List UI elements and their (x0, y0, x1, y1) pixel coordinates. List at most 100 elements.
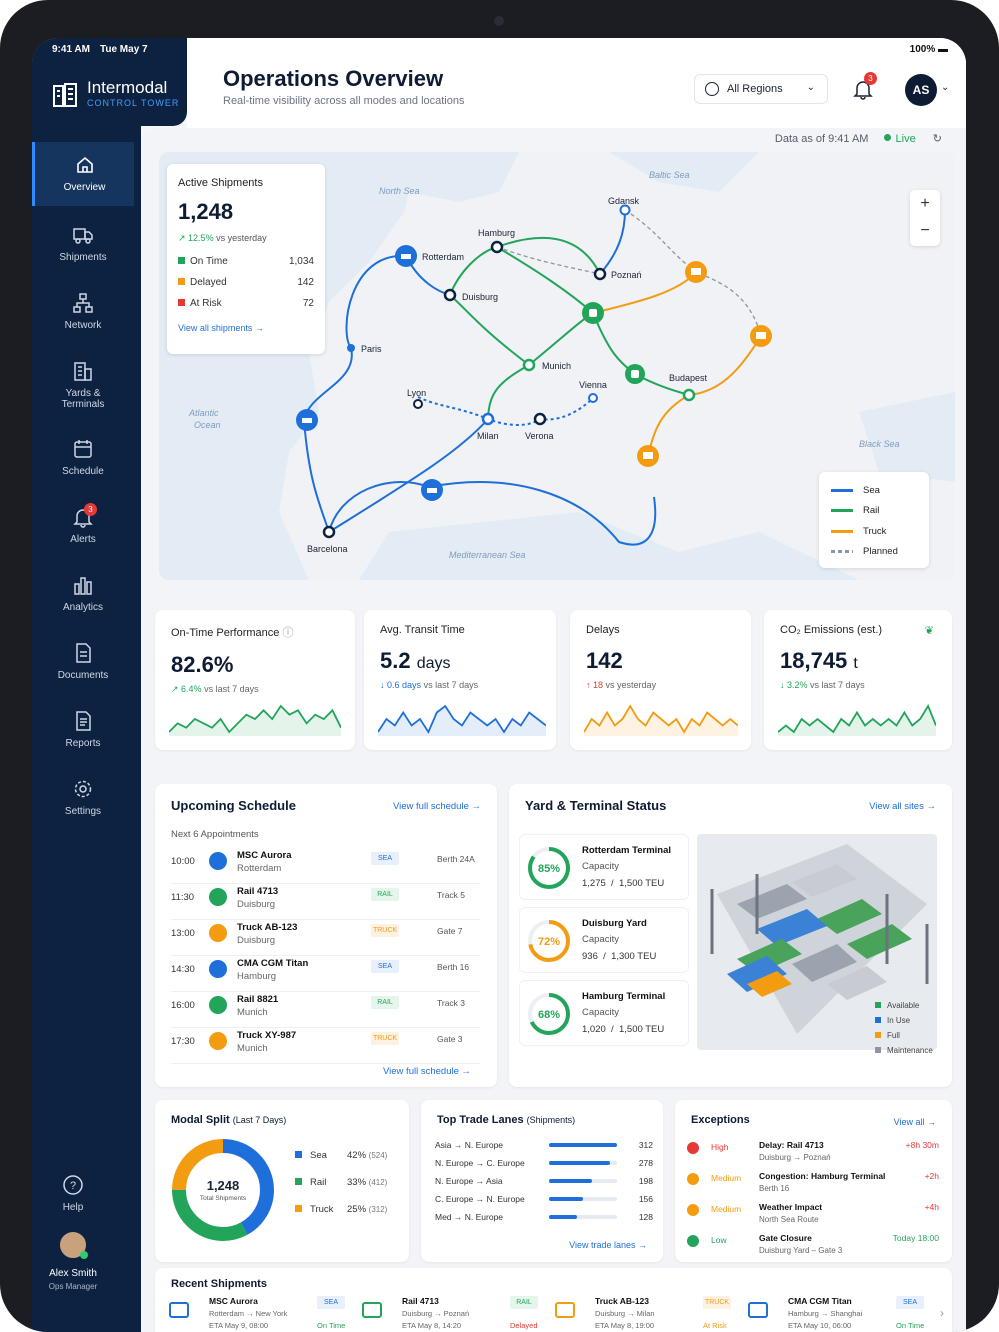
mode-tag: RAIL (510, 1296, 538, 1309)
lane-label: N. Europe → C. Europe (435, 1158, 525, 1168)
recent-shipment-card[interactable]: Rail 4713 Duisburg → Poznań ETA May 8, 14:… (362, 1296, 550, 1332)
lane-label: C. Europe → N. Europe (435, 1194, 525, 1204)
sea-mode-icon (169, 1302, 189, 1318)
schedule-slot: Track 5 (437, 890, 466, 900)
view-all-sites-link[interactable]: View all sites → (869, 801, 936, 812)
active-shipments-card: Active Shipments 1,248 ↗ 12.5% vs yester… (167, 164, 325, 354)
node-duisburg[interactable] (443, 288, 457, 302)
node-budapest[interactable] (682, 388, 696, 402)
chevron-down-icon[interactable]: ⌄ (941, 82, 950, 93)
trade-lane-row[interactable]: Asia → N. Europe 312 (435, 1140, 653, 1156)
node-hamburg[interactable] (490, 240, 504, 254)
node-verona[interactable] (533, 412, 547, 426)
exception-row[interactable]: Medium Weather Impact North Sea Route +4h (687, 1202, 939, 1232)
recent-shipment-card[interactable]: MSC Aurora Rotterdam → New York ETA May 9,… (169, 1296, 357, 1332)
view-full-schedule-footer-link[interactable]: View full schedule → (383, 1066, 472, 1077)
exception-row[interactable]: High Delay: Rail 4713 Duisburg → Poznań +8h… (687, 1140, 939, 1170)
view-all-exceptions-link[interactable]: View all → (893, 1117, 936, 1127)
zoom-in-button[interactable]: + (920, 195, 930, 212)
kpi-emissions[interactable]: CO₂ Emissions (est.) ❦ 18,745 t ↓ 3.2% v… (764, 610, 952, 750)
yard-item[interactable]: 68% Hamburg Terminal Capacity 1,020 / 1,… (519, 980, 689, 1046)
severity-icon (687, 1235, 699, 1247)
legend-label: Rail (863, 505, 880, 517)
region-select[interactable]: All Regions ⌄ (694, 74, 828, 104)
status-label: Delayed (178, 277, 227, 288)
exception-row[interactable]: Medium Congestion: Hamburg Terminal Berth … (687, 1171, 939, 1201)
recent-shipment-card[interactable]: Truck AB-123 Duisburg → Milan ETA May 8, 1… (555, 1296, 743, 1332)
sidebar-item-documents[interactable]: Documents (32, 642, 134, 681)
sidebar-item-shipments[interactable]: Shipments (32, 224, 134, 263)
sidebar-item-schedule[interactable]: Schedule (32, 438, 134, 477)
view-trade-lanes-link[interactable]: View trade lanes → (569, 1240, 647, 1250)
schedule-row[interactable]: 17:30 Truck XY-987 Munich TRUCK Gate 3 (171, 1028, 481, 1064)
network-map[interactable]: North Sea Baltic Sea Atlantic Ocean Blac… (159, 152, 955, 580)
city-label: Lyon (407, 388, 426, 398)
map-nodes (322, 204, 696, 539)
schedule-row[interactable]: 14:30 CMA CGM Titan Hamburg SEA Berth 16 (171, 956, 481, 992)
sidebar-item-analytics[interactable]: Analytics (32, 574, 134, 613)
kpi-value: 142 (586, 648, 623, 673)
schedule-location: Munich (237, 1007, 268, 1018)
legend-label: Truck (863, 525, 887, 537)
kpi-on-time[interactable]: On-Time Performance ⓘ 82.6% ↗ 6.4% vs la… (155, 610, 355, 750)
sidebar-item-settings[interactable]: Settings (32, 778, 134, 817)
container-blocks (727, 864, 912, 1000)
user-profile[interactable]: Alex Smith Ops Manager (32, 1230, 114, 1291)
schedule-location: Duisburg (237, 935, 276, 946)
recent-shipment-card[interactable]: CMA CGM Titan Hamburg → Shanghai ETA May 1… (748, 1296, 936, 1332)
sidebar-item-alerts[interactable]: 3 Alerts (32, 503, 134, 545)
node-munich[interactable] (522, 358, 536, 372)
kpi-delays[interactable]: Delays 142 ↑ 18 vs yesterday (570, 610, 751, 750)
mode-pct: 42% (347, 1150, 367, 1161)
city-label: Duisburg (462, 292, 498, 302)
sidebar-item-yards[interactable]: Yards & Terminals (32, 360, 134, 410)
kpi-trend: ↓ 0.6 days vs last 7 days (380, 680, 479, 690)
kpi-title: On-Time Performance ⓘ (171, 627, 294, 639)
trade-lane-row[interactable]: Med → N. Europe 128 (435, 1212, 653, 1228)
trade-lane-row[interactable]: C. Europe → N. Europe 156 (435, 1194, 653, 1210)
leaf-icon: ❦ (924, 625, 934, 637)
view-full-schedule-link[interactable]: View full schedule → (392, 801, 481, 812)
node-vienna[interactable] (588, 393, 598, 403)
trend-value: 12.5% (188, 233, 214, 243)
sidebar-item-help[interactable]: ? Help (32, 1174, 114, 1213)
yard-item[interactable]: 72% Duisburg Yard Capacity 936 / 1,300 T… (519, 907, 689, 973)
legend-in-use: In Use (875, 1016, 910, 1025)
trade-lane-row[interactable]: N. Europe → C. Europe 278 (435, 1158, 653, 1174)
sidebar-item-label: Schedule (62, 466, 104, 477)
schedule-row[interactable]: 11:30 Rail 4713 Duisburg RAIL Track 5 (171, 884, 481, 920)
node-lyon[interactable] (413, 399, 423, 409)
sidebar-item-overview[interactable]: Overview (32, 142, 134, 206)
schedule-row[interactable]: 10:00 MSC Aurora Rotterdam SEA Berth 24A (171, 848, 481, 884)
schedule-time: 13:00 (171, 928, 195, 939)
shipment-name: MSC Aurora (209, 1296, 258, 1306)
city-label: Hamburg (478, 228, 515, 238)
sidebar-item-network[interactable]: Network (32, 292, 134, 331)
card-title: Active Shipments (178, 177, 263, 189)
schedule-row[interactable]: 16:00 Rail 8821 Munich RAIL Track 3 (171, 992, 481, 1028)
view-all-shipments-link[interactable]: View all shipments → (178, 323, 264, 333)
chevron-right-icon[interactable]: › (940, 1306, 944, 1320)
kpi-transit-time[interactable]: Avg. Transit Time 5.2 days ↓ 0.6 days vs… (364, 610, 556, 750)
node-milan[interactable] (481, 412, 495, 426)
schedule-slot: Track 3 (437, 998, 466, 1008)
refresh-icon[interactable]: ↻ (932, 133, 942, 145)
exception-row[interactable]: Low Gate Closure Duisburg Yard – Gate 3 Tod… (687, 1233, 939, 1263)
trade-lane-row[interactable]: N. Europe → Asia 198 (435, 1176, 653, 1192)
yard-name: Duisburg Yard (582, 918, 647, 929)
sidebar-item-reports[interactable]: Reports (32, 710, 134, 749)
node-poznan[interactable] (593, 267, 607, 281)
zoom-out-button[interactable]: − (920, 222, 930, 239)
node-paris[interactable] (347, 344, 355, 352)
node-gdansk[interactable] (619, 204, 631, 216)
yard-item[interactable]: 85% Rotterdam Terminal Capacity 1,275 / … (519, 834, 689, 900)
exception-sub: Duisburg → Poznań (759, 1153, 831, 1162)
node-barcelona[interactable] (322, 525, 336, 539)
user-avatar-button[interactable]: AS (905, 74, 937, 106)
sidebar-item-label: Settings (64, 806, 102, 817)
shipment-route: Rotterdam → New York (209, 1309, 288, 1318)
kpi-trend: ↑ 18 vs yesterday (586, 680, 657, 690)
schedule-row[interactable]: 13:00 Truck AB-123 Duisburg TRUCK Gate 7 (171, 920, 481, 956)
notifications-button[interactable]: 3 (852, 72, 877, 100)
